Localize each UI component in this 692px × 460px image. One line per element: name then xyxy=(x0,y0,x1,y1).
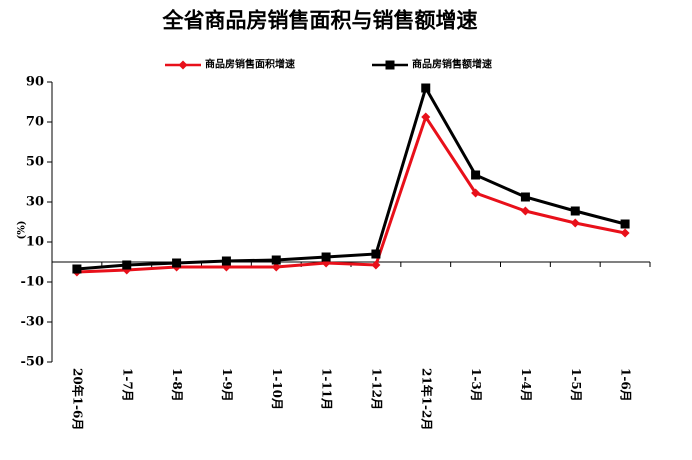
series-line xyxy=(76,84,626,271)
y-tick-label: -10 xyxy=(21,275,45,290)
x-tick-label: 1-6月 xyxy=(619,368,633,402)
point xyxy=(421,112,431,122)
point xyxy=(421,83,431,93)
y-tick-label: 10 xyxy=(26,235,44,250)
y-tick-label: 90 xyxy=(26,75,44,90)
point xyxy=(221,256,231,266)
point xyxy=(271,255,281,265)
point xyxy=(172,258,182,268)
point xyxy=(520,192,530,202)
x-tick-label: 1-4月 xyxy=(519,368,533,402)
point xyxy=(570,218,580,228)
x-tick-label: 1-7月 xyxy=(120,368,134,402)
x-tick-label: 21年1-2月 xyxy=(419,368,434,430)
point xyxy=(271,262,281,272)
point xyxy=(620,219,630,229)
x-tick-label: 1-3月 xyxy=(469,368,483,402)
point xyxy=(520,206,530,216)
point xyxy=(371,260,381,270)
y-tick-label: 50 xyxy=(26,155,44,170)
point xyxy=(471,188,481,198)
y-tick-label: 30 xyxy=(26,195,44,210)
chart-title: 全省商品房销售面积与销售额增速 xyxy=(162,8,478,33)
x-tick-label: 1-12月 xyxy=(369,368,383,410)
x-tick-label: 1-10月 xyxy=(270,368,284,410)
point xyxy=(620,228,630,238)
legend-marker xyxy=(385,60,395,70)
y-tick-label: -50 xyxy=(21,355,45,370)
point xyxy=(570,206,580,216)
x-tick-label: 1-9月 xyxy=(220,368,234,402)
point xyxy=(72,264,82,274)
point xyxy=(321,252,331,262)
point xyxy=(371,249,381,259)
y-tick-label: -30 xyxy=(21,315,45,330)
y-axis-label: (%) xyxy=(17,221,28,240)
point xyxy=(471,170,481,180)
x-tick-label: 20年1-6月 xyxy=(70,368,85,430)
x-tick-label: 1-8月 xyxy=(170,368,184,402)
series-line xyxy=(76,113,626,274)
point xyxy=(122,260,132,270)
legend-marker xyxy=(178,60,188,70)
x-tick-label: 1-5月 xyxy=(569,368,583,402)
legend-label: 商品房销售面积增速 xyxy=(205,58,295,71)
legend-label: 商品房销售额增速 xyxy=(412,58,492,71)
x-tick-label: 1-11月 xyxy=(320,368,334,410)
y-tick-label: 70 xyxy=(26,115,44,130)
